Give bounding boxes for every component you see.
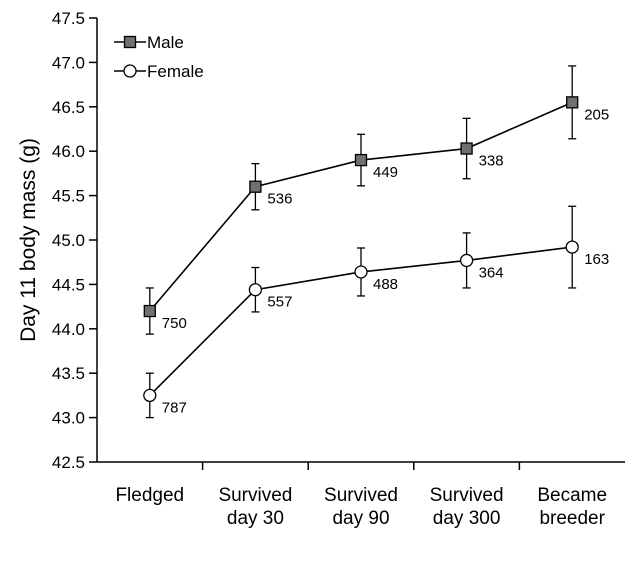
x-tick-label-line: Survived: [218, 485, 292, 506]
y-tick-label: 47.5: [52, 9, 85, 28]
data-point: [566, 96, 579, 109]
legend-label: Female: [147, 62, 204, 81]
data-point: [354, 265, 368, 279]
data-point: [248, 283, 263, 297]
series-female: 787 557 488 364 163: [143, 205, 609, 419]
y-tick-label: 45.5: [52, 187, 85, 206]
data-point: [565, 240, 579, 254]
legend-marker: [123, 35, 137, 49]
sample-size-label: 338: [479, 153, 504, 170]
sample-size-label: 488: [373, 276, 398, 293]
sample-size-label: 536: [267, 191, 292, 208]
y-tick-label: 43.0: [52, 409, 85, 428]
x-tick-label-line: day 300: [433, 508, 501, 529]
legend-label: Male: [147, 33, 184, 52]
series-male: 750 536 449 338 205: [143, 65, 609, 335]
sample-size-label: 449: [373, 164, 398, 181]
legend: Male Female: [114, 33, 204, 81]
x-tick-label-line: Became: [537, 485, 607, 506]
y-tick-label: 43.5: [52, 364, 85, 383]
data-point: [249, 180, 262, 193]
x-tick-label: Survived day 300: [430, 485, 504, 529]
x-tick-label: Became breeder: [537, 485, 607, 529]
x-tick-label-line: Survived: [324, 485, 398, 506]
data-point: [460, 142, 473, 155]
series-layer: 750 536 449 338 205 787 557 488 364 163: [143, 65, 609, 419]
sample-size-label: 364: [479, 264, 504, 281]
y-tick-label: 42.5: [52, 453, 85, 472]
y-axis-label: Day 11 body mass (g): [17, 138, 40, 342]
sample-size-label: 557: [267, 294, 292, 311]
x-tick-label: Fledged: [115, 485, 184, 506]
y-tick-label: 45.0: [52, 231, 85, 250]
sample-size-label: 750: [162, 315, 187, 332]
x-tick-label-line: Fledged: [115, 485, 184, 506]
x-tick-label: Survived day 90: [324, 485, 398, 529]
y-ticks: 42.5 43.0 43.5 44.0 44.5 45.0 45.5 46.0 46.5 47.0…: [52, 9, 97, 472]
legend-item-female: Female: [114, 62, 204, 81]
data-point: [143, 388, 157, 403]
x-tick-label-line: breeder: [539, 508, 605, 529]
data-point: [354, 153, 368, 167]
y-tick-label: 44.5: [52, 275, 85, 294]
legend-item-male: Male: [114, 33, 184, 52]
axes: [96, 18, 625, 463]
y-tick-label: 47.0: [52, 53, 85, 72]
x-tick-label: Survived day 30: [218, 485, 292, 529]
sample-size-label: 163: [584, 251, 609, 268]
data-point: [459, 253, 474, 268]
sample-size-label: 787: [162, 399, 187, 416]
y-tick-label: 46.5: [52, 98, 85, 117]
y-tick-label: 46.0: [52, 142, 85, 161]
data-point: [143, 304, 156, 318]
x-tick-label-line: day 90: [332, 508, 389, 529]
y-tick-label: 44.0: [52, 320, 85, 339]
x-tick-label-line: day 30: [227, 508, 284, 529]
x-tick-label-line: Survived: [430, 485, 504, 506]
legend-marker: [123, 64, 137, 78]
sample-size-label: 205: [584, 106, 609, 123]
